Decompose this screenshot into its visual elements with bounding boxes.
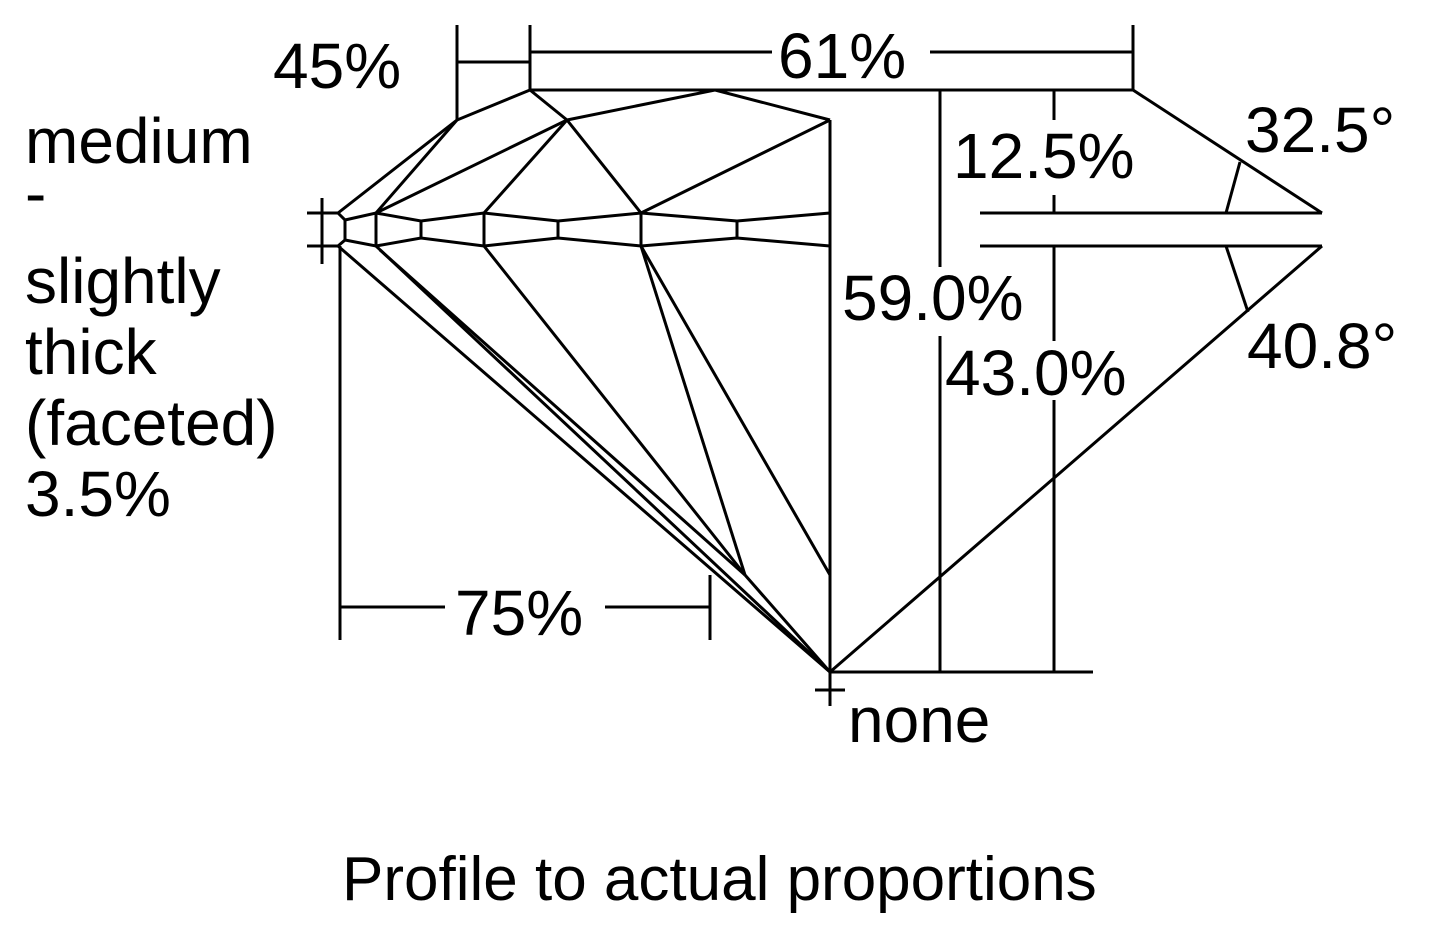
label-girdle-1: medium <box>25 105 253 177</box>
label-lower-half: 75% <box>455 577 583 649</box>
label-girdle-4: thick <box>25 316 158 388</box>
pavilion-outline <box>337 244 831 674</box>
pavilion-facet-line <box>374 244 832 674</box>
crown-facet-line <box>529 88 568 122</box>
label-girdle-3: slightly <box>25 245 221 317</box>
pavilion-facet-line <box>639 245 747 576</box>
pavilion-facet-line <box>379 248 746 577</box>
crown-facet-line <box>482 119 569 214</box>
label-pavilion-angle: 40.8° <box>1247 310 1397 382</box>
pavilion-angle-edge <box>829 244 1323 674</box>
label-pavilion-depth: 43.0% <box>945 337 1126 409</box>
crown-facet-line <box>374 119 459 214</box>
facet-view <box>336 88 1133 674</box>
girdle-edge <box>336 211 347 248</box>
label-girdle-6: 3.5% <box>25 458 171 530</box>
label-total-depth: 59.0% <box>842 262 1023 334</box>
pavilion-angle-arc <box>1224 245 1250 313</box>
pavilion-facet-line <box>482 245 747 576</box>
crown-facet-line <box>375 118 568 215</box>
dimension-lines <box>307 25 1135 706</box>
label-culet: none <box>848 684 990 756</box>
angle-view <box>829 88 1323 674</box>
girdle-top <box>344 211 831 223</box>
label-crown-height: 12.5% <box>953 120 1134 192</box>
girdle-bottom <box>344 236 831 248</box>
label-crown-angle: 32.5° <box>1245 94 1395 166</box>
caption: Profile to actual proportions <box>342 845 1097 914</box>
label-girdle-2: - <box>25 157 46 229</box>
label-girdle-5: (faceted) <box>25 387 278 459</box>
crown-facet-line <box>565 119 643 214</box>
crown-angle-edge <box>1132 88 1323 215</box>
crown-facet-line <box>566 88 831 122</box>
crown-angle-arc <box>1224 161 1242 214</box>
pavilion-facet-line <box>743 574 832 673</box>
pavilion-facet-line <box>639 245 832 576</box>
crown-facet-line <box>640 118 831 215</box>
crown-outline <box>337 88 1133 215</box>
label-45: 45% <box>273 30 401 102</box>
label-table: 61% <box>778 20 906 92</box>
